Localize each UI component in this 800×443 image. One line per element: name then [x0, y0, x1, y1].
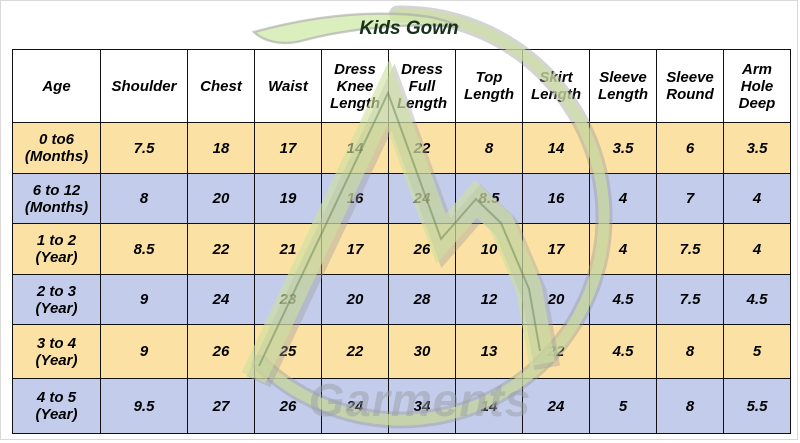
svg-text:Kids Gown: Kids Gown: [359, 18, 458, 39]
